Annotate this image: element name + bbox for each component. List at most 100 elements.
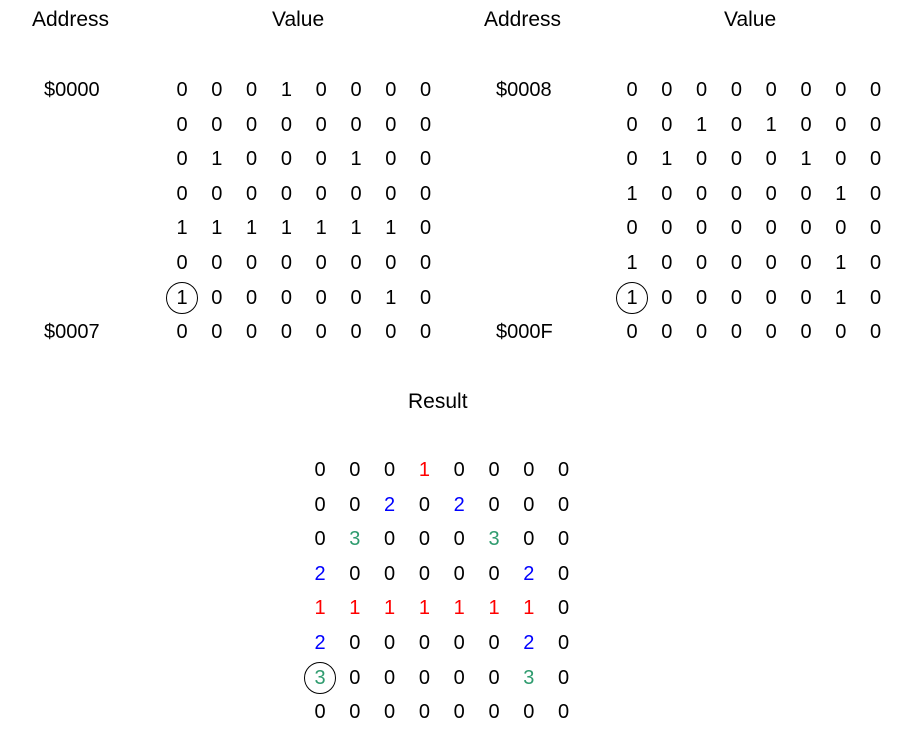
result-grid-cell: 0	[418, 632, 430, 654]
right-grid-cell: 0	[870, 79, 882, 101]
left-grid-cell: 0	[176, 252, 188, 274]
left-grid-cell: 1	[385, 286, 397, 309]
right-grid-cell: 1	[800, 148, 812, 171]
right-grid-cell: 0	[626, 148, 638, 171]
right-grid-cell: 0	[661, 217, 673, 240]
right-grid-cell: 0	[696, 286, 708, 309]
right-grid-cell: 0	[661, 286, 673, 309]
right-grid-cell: 0	[696, 252, 708, 274]
result-grid-cell: 0	[453, 562, 465, 585]
result-grid-cell: 2	[523, 562, 535, 585]
result-grid-circled-bit-marker	[304, 661, 336, 694]
left-grid-cell: 1	[211, 148, 223, 171]
left-grid-cell: 0	[211, 182, 223, 205]
right-grid-cell: 0	[765, 252, 777, 274]
left-start-address: $0000	[44, 79, 100, 101]
left-grid-cell: 0	[315, 148, 327, 171]
left-grid-cell: 0	[246, 286, 258, 309]
result-grid-cell: 0	[558, 493, 570, 516]
left-grid-cell: 0	[280, 321, 292, 344]
right-grid-cell: 1	[626, 182, 638, 205]
left-grid-cell: 1	[385, 217, 397, 240]
result-title: Result	[408, 390, 468, 413]
right-grid-cell: 0	[870, 252, 882, 274]
right-grid-cell: 0	[730, 217, 742, 240]
right-grid-cell: 0	[730, 252, 742, 274]
right-grid-cell: 0	[661, 79, 673, 101]
right-grid-cell: 0	[661, 182, 673, 205]
result-grid-cell: 2	[523, 632, 535, 654]
right-grid-cell: 0	[661, 113, 673, 136]
result-grid-cell: 0	[349, 666, 361, 689]
result-grid-cell: 0	[558, 632, 570, 654]
left-grid-cell: 0	[315, 113, 327, 136]
result-grid-cell: 0	[453, 528, 465, 551]
right-grid-cell: 0	[661, 252, 673, 274]
result-grid-cell: 0	[349, 493, 361, 516]
right-grid-cell: 0	[835, 217, 847, 240]
result-grid-cell: 0	[418, 562, 430, 585]
result-grid-cell: 0	[523, 493, 535, 516]
result-grid-cell: 0	[418, 528, 430, 551]
left-grid-cell: 0	[246, 113, 258, 136]
left-grid-cell: 0	[385, 148, 397, 171]
result-grid-cell: 0	[488, 666, 500, 689]
right-grid-cell: 0	[696, 79, 708, 101]
result-grid-cell: 1	[418, 459, 430, 481]
result-grid-cell: 0	[453, 459, 465, 481]
right-grid-cell: 0	[870, 286, 882, 309]
result-grid-cell: 0	[558, 528, 570, 551]
result-grid-cell: 0	[384, 666, 396, 689]
left-grid-cell: 0	[385, 182, 397, 205]
right-grid-cell: 0	[765, 79, 777, 101]
left-grid-cell: 0	[246, 182, 258, 205]
right-start-address: $0008	[496, 79, 552, 101]
left-grid-cell: 0	[385, 252, 397, 274]
result-grid-cell: 0	[384, 632, 396, 654]
left-grid-cell: 0	[246, 79, 258, 101]
left-grid-cell: 1	[246, 217, 258, 240]
result-grid-cell: 0	[488, 493, 500, 516]
right-grid-cell: 0	[730, 321, 742, 344]
result-grid-cell: 0	[558, 459, 570, 481]
right-value-header: Value	[724, 8, 777, 31]
right-grid-cell: 0	[765, 217, 777, 240]
result-grid-cell: 0	[523, 528, 535, 551]
right-grid-cell: 0	[626, 321, 638, 344]
right-grid-cell: 0	[696, 148, 708, 171]
result-grid-cell: 0	[314, 528, 326, 551]
left-grid-cell: 0	[350, 321, 362, 344]
left-grid-cell: 0	[350, 252, 362, 274]
result-grid-cell: 0	[418, 666, 430, 689]
left-grid-cell: 0	[315, 286, 327, 309]
left-grid-cell: 0	[176, 113, 188, 136]
right-grid-cell: 0	[870, 148, 882, 171]
right-grid-cell: 1	[661, 148, 673, 171]
right-grid-cell: 0	[835, 113, 847, 136]
right-grid-cell: 0	[696, 321, 708, 344]
right-end-address: $000F	[496, 321, 553, 343]
result-grid-cell: 0	[314, 701, 326, 724]
right-grid-cell: 1	[835, 182, 847, 205]
right-grid-cell: 0	[765, 148, 777, 171]
left-grid-cell: 0	[176, 79, 188, 101]
right-grid-cell: 0	[730, 182, 742, 205]
right-grid-cell: 0	[626, 217, 638, 240]
right-grid-cell: 0	[661, 321, 673, 344]
result-grid-cell: 0	[418, 493, 430, 516]
left-grid-cell: 0	[350, 113, 362, 136]
left-grid-cell: 0	[211, 79, 223, 101]
right-grid-cell: 0	[765, 321, 777, 344]
left-grid-cell: 0	[350, 286, 362, 309]
result-grid-cell: 2	[453, 493, 465, 516]
result-grid-cell: 1	[453, 597, 465, 620]
right-grid-cell: 1	[626, 252, 638, 274]
left-grid-cell: 1	[315, 217, 327, 240]
result-grid-cell: 0	[488, 562, 500, 585]
result-grid-cell: 0	[418, 701, 430, 724]
right-grid-cell: 0	[800, 79, 812, 101]
left-grid-cell: 0	[280, 148, 292, 171]
left-grid-cell: 0	[246, 148, 258, 171]
left-grid-cell: 0	[176, 148, 188, 171]
